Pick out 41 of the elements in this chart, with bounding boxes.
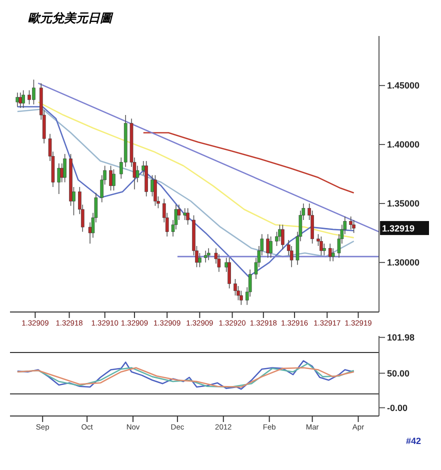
candlestick — [331, 248, 335, 262]
candlestick — [18, 92, 22, 108]
y-tick-label: 1.30000 — [387, 258, 420, 268]
candlestick — [234, 278, 237, 296]
candlestick — [266, 234, 270, 258]
y-tick-label: 1.45000 — [387, 80, 420, 91]
line-series — [16, 367, 354, 388]
candlestick — [60, 162, 64, 183]
y-tick-label: 1.35000 — [387, 198, 420, 209]
candlestick — [22, 90, 25, 108]
candlestick — [63, 154, 66, 183]
candlestick — [16, 92, 20, 108]
candlestick — [136, 165, 140, 183]
candlestick — [228, 257, 231, 289]
candlestick — [88, 222, 92, 244]
y-tick-label: -0.00 — [387, 402, 408, 413]
candlestick — [186, 208, 190, 226]
candlestick — [240, 290, 243, 306]
y-tick-label: 1.40000 — [387, 140, 420, 150]
candlestick — [183, 208, 187, 220]
chart-title: 歐元兌美元日圖 — [27, 10, 114, 27]
candlestick — [109, 165, 112, 191]
candlestick — [204, 250, 208, 263]
annotation: 1.32919 — [382, 224, 415, 234]
y-tick-label: 101.98 — [387, 332, 415, 343]
candlestick — [322, 243, 326, 256]
candlestick — [328, 243, 332, 262]
candlestick — [112, 168, 116, 191]
line-series — [142, 132, 354, 194]
candlestick — [154, 174, 157, 206]
candlestick — [206, 248, 210, 261]
candlestick — [278, 224, 282, 242]
text: #42 — [406, 436, 421, 446]
candlestick — [349, 216, 352, 230]
candlestick — [57, 162, 61, 194]
candlestick — [281, 224, 284, 250]
y-tick-label: 50.00 — [387, 368, 410, 378]
candlestick — [198, 252, 202, 268]
candlestick — [352, 220, 356, 234]
candlestick — [320, 236, 323, 256]
candlestick — [269, 236, 272, 258]
